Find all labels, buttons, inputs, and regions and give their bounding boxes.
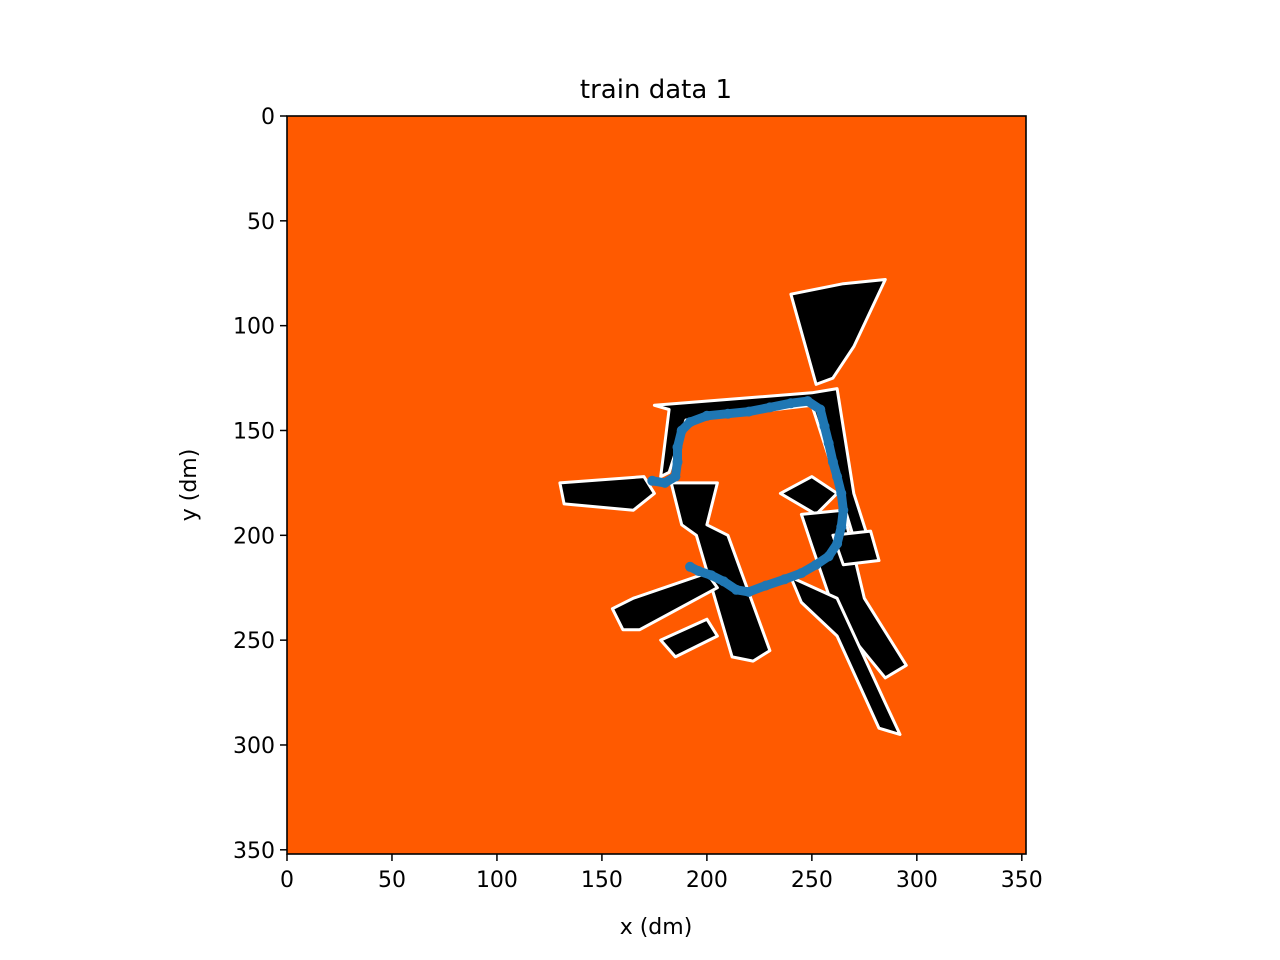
x-tick-label-1: 50 — [378, 868, 406, 893]
trajectory-point-4 — [672, 442, 683, 453]
trajectory-point-8 — [722, 408, 733, 419]
trajectory-point-27 — [743, 586, 754, 597]
trajectory-point-0 — [647, 475, 658, 486]
map-region-1 — [669, 481, 772, 663]
y-tick-label-6: 300 — [233, 734, 275, 759]
trajectory-point-1 — [659, 477, 670, 488]
trajectory-point-25 — [779, 574, 790, 585]
trajectory-point-18 — [836, 488, 847, 499]
y-tick-label-2: 100 — [233, 315, 275, 340]
trajectory-point-29 — [718, 576, 729, 587]
map-region-7 — [789, 278, 887, 386]
y-tick-label-5: 250 — [233, 629, 275, 654]
trajectory-point-30 — [706, 570, 717, 581]
x-tick-label-0: 0 — [280, 868, 294, 893]
x-tick-label-3: 150 — [581, 868, 623, 893]
trajectory-point-10 — [764, 402, 775, 413]
y-tick-label-4: 200 — [233, 524, 275, 549]
plot-frame — [286, 115, 1027, 855]
y-axis-label: y (dm) — [177, 449, 202, 522]
y-tick-label-1: 50 — [247, 210, 275, 235]
trajectory-point-24 — [796, 568, 807, 579]
y-tick-label-0: 0 — [261, 105, 275, 130]
trajectory-point-22 — [823, 551, 834, 562]
trajectory-point-20 — [836, 521, 847, 532]
trajectory-point-7 — [701, 410, 712, 421]
trajectory-point-31 — [693, 566, 704, 576]
trajectory-layer — [647, 396, 849, 597]
chart-title: train data 1 — [580, 75, 732, 105]
trajectory-point-32 — [685, 561, 696, 572]
trajectory-point-6 — [685, 417, 696, 428]
trajectory-point-17 — [832, 471, 843, 482]
trajectory-point-13 — [815, 404, 826, 415]
x-axis-ticks: 0 50 100 150 200 250 300 350 — [280, 854, 1043, 893]
x-tick-label-5: 250 — [791, 868, 833, 893]
trajectory-point-21 — [832, 538, 843, 549]
trajectory-point-26 — [760, 580, 771, 591]
map-region-3 — [659, 617, 719, 659]
trajectory-point-12 — [802, 396, 813, 407]
trajectory-point-23 — [811, 559, 822, 570]
trajectory-point-16 — [827, 456, 838, 467]
trajectory-point-3 — [672, 456, 683, 467]
x-tick-label-7: 350 — [1001, 868, 1043, 893]
trajectory-point-11 — [785, 398, 796, 409]
x-tick-label-2: 100 — [476, 868, 518, 893]
map-region-8 — [558, 475, 656, 512]
x-tick-label-4: 200 — [686, 868, 728, 893]
x-tick-label-6: 300 — [896, 868, 938, 893]
y-axis-ticks: 0 50 100 150 200 250 300 350 — [233, 105, 287, 864]
trajectory-point-14 — [819, 421, 830, 432]
x-axis-label: x (dm) — [620, 915, 693, 940]
map-region-2 — [610, 571, 719, 632]
trajectory-point-2 — [670, 471, 681, 482]
y-tick-label-3: 150 — [233, 419, 275, 444]
trajectory-point-15 — [823, 438, 834, 449]
trajectory-point-28 — [731, 584, 742, 595]
trajectory-point-5 — [676, 425, 687, 436]
map-regions — [558, 278, 908, 736]
plot-area — [286, 115, 1027, 855]
y-tick-label-7: 350 — [233, 839, 275, 864]
trajectory-point-19 — [838, 505, 849, 516]
map-region-9 — [831, 529, 881, 567]
trajectory-point-9 — [743, 406, 754, 417]
map-region-6 — [789, 575, 902, 736]
